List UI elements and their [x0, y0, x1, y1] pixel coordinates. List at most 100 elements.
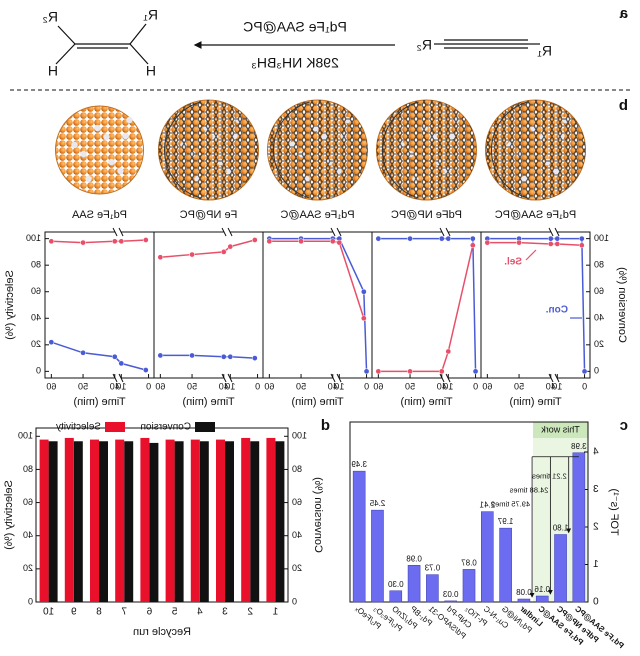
y-tick-label: 100	[594, 233, 609, 243]
surface-atom	[103, 133, 110, 141]
value-label: 0.30	[387, 580, 403, 589]
data-point	[547, 235, 554, 242]
bar	[216, 439, 225, 602]
x-tick-label: 40	[546, 381, 556, 391]
data-point	[157, 352, 164, 359]
series-line	[378, 245, 474, 373]
x-tick-label: 0	[255, 381, 260, 391]
bond	[129, 43, 149, 65]
bar	[266, 437, 276, 602]
atom: H	[146, 63, 156, 79]
y-tick-label: 1	[593, 559, 599, 570]
x-axis-title: Time (min)	[400, 396, 452, 408]
series-line	[487, 241, 582, 247]
y2-tick-label: 80	[31, 260, 41, 270]
bond	[55, 43, 76, 65]
bar	[190, 439, 200, 602]
axis-break	[118, 227, 124, 237]
y2-tick-label: 20	[31, 339, 41, 349]
legend-swatch	[105, 422, 125, 432]
axis-break-gap	[224, 374, 231, 382]
x-tick-label: 4	[197, 607, 203, 618]
y-axis-title: TOF (s⁻¹)	[608, 488, 620, 535]
value-label: 1.97	[497, 517, 513, 526]
data-point	[251, 355, 258, 361]
x-axis-title: Recycle run	[133, 626, 191, 638]
bar	[444, 600, 457, 603]
bar	[554, 534, 567, 603]
data-point	[360, 315, 367, 322]
axis-break	[227, 227, 233, 237]
x-tick-label: 60	[264, 381, 274, 391]
data-point	[554, 241, 561, 247]
highlight-label: This work	[541, 424, 580, 434]
bar	[174, 441, 184, 602]
data-point	[472, 368, 479, 375]
plot-frame	[262, 231, 373, 379]
bar	[73, 441, 83, 602]
series-line	[51, 341, 147, 371]
catalyst-label: Fe NP@PC	[180, 209, 238, 221]
y-tick-label: 20	[594, 339, 604, 349]
data-point	[445, 348, 452, 355]
axis-break-gap	[442, 228, 449, 236]
axis-break	[112, 227, 118, 237]
data-point	[189, 352, 195, 359]
data-point	[407, 368, 413, 375]
catalyst-label: PdFe NP@PC	[391, 209, 462, 221]
bar	[371, 509, 384, 603]
data-point	[266, 238, 273, 245]
axis-break-gap	[224, 228, 231, 236]
axis-break	[330, 227, 336, 237]
bar	[481, 511, 494, 603]
legend-label: Conversion	[140, 422, 191, 433]
legend-label: Selectivity	[56, 422, 101, 433]
value-label: 0.16	[534, 585, 550, 594]
axis-break-gap	[551, 374, 558, 382]
bar	[140, 437, 150, 602]
data-point	[142, 367, 149, 373]
bar	[389, 590, 403, 603]
series-line	[269, 240, 365, 319]
series-line	[269, 237, 368, 372]
data-point	[80, 239, 86, 246]
y-tick-label: 40	[292, 530, 302, 540]
y-tick-label: 2	[593, 522, 599, 533]
y-tick-label: 0	[594, 366, 599, 376]
y-tick-label: 20	[292, 563, 302, 573]
bar	[115, 439, 125, 602]
y-axis-title: Conversion (%)	[616, 267, 628, 343]
value-label: 2.41	[479, 501, 495, 510]
data-point	[375, 235, 382, 242]
bar	[149, 442, 159, 602]
y-tick-label: 80	[594, 260, 604, 270]
data-point	[251, 237, 258, 243]
catalyst: Pd₁Fe SAA@PC	[243, 19, 347, 35]
y-tick-label: 0	[292, 596, 297, 606]
surface-atom	[85, 175, 92, 183]
y2-tick-label: 60	[23, 497, 33, 507]
bar	[225, 441, 234, 602]
data-point	[329, 238, 336, 245]
series-line	[160, 354, 255, 359]
carbon-shell-half	[273, 101, 310, 199]
x-tick-label: 10	[225, 381, 235, 391]
surface-atom	[80, 150, 87, 158]
y2-tick-label: 40	[31, 313, 41, 323]
x-tick-label: 6	[146, 607, 152, 618]
data-point	[469, 242, 476, 249]
x-tick-label: 10	[552, 381, 562, 391]
x-axis-title: Time (min)	[291, 396, 343, 408]
data-point	[189, 251, 195, 258]
x-tick-label: 3	[222, 607, 228, 618]
series-label: Con.	[546, 305, 568, 316]
y-tick-label: 100	[292, 431, 307, 441]
series-line	[160, 239, 256, 258]
surface-atom	[122, 132, 129, 140]
y-tick-label: 60	[594, 286, 604, 296]
panel-label: c	[620, 417, 628, 434]
axis-break	[336, 227, 342, 237]
carbon-shell-half	[382, 101, 419, 199]
axis-break	[439, 227, 445, 237]
